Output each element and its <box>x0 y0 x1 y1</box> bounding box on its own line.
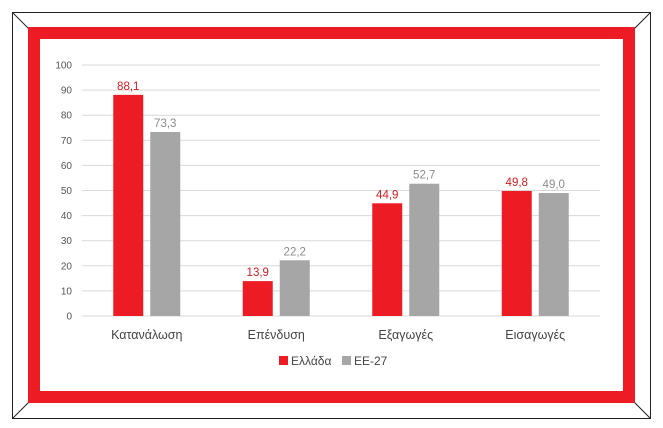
legend-label-eu27: ΕΕ-27 <box>354 354 388 368</box>
bar-eu27-1 <box>150 132 181 316</box>
y-tick-label-50: 50 <box>61 186 73 197</box>
y-tick-label-100: 100 <box>55 61 72 72</box>
data-label-greece-1: 88,1 <box>117 81 139 93</box>
legend: Ελλάδα ΕΕ-27 <box>279 354 388 368</box>
category-label-1: Κατανάλωση <box>111 328 182 342</box>
category-label-2: Επένδυση <box>248 328 305 342</box>
bar-greece-4 <box>501 191 532 316</box>
category-label-4: Εισαγωγές <box>505 328 565 342</box>
bar-greece-2 <box>242 281 273 316</box>
legend-label-greece: Ελλάδα <box>291 354 331 368</box>
bar-greece-1 <box>113 94 144 316</box>
y-axis-tick-labels: 0 10 20 30 40 50 60 70 80 90 100 <box>55 61 72 323</box>
y-tick-label-40: 40 <box>61 211 73 222</box>
y-tick-label-20: 20 <box>61 261 73 272</box>
y-tick-label-0: 0 <box>66 312 72 323</box>
data-label-eu27-4: 49,0 <box>543 179 565 191</box>
y-tick-label-70: 70 <box>61 136 73 147</box>
category-label-3: Εξαγωγές <box>378 328 433 342</box>
data-label-greece-4: 49,8 <box>506 177 528 189</box>
data-label-eu27-1: 73,3 <box>154 118 176 130</box>
bar-eu27-3 <box>409 183 440 316</box>
bars-layer <box>113 94 569 316</box>
data-labels-layer: 88,1 73,3 13,9 22,2 44,9 52,7 49,8 49,0 <box>117 81 565 279</box>
data-label-eu27-2: 22,2 <box>284 246 306 258</box>
data-label-eu27-3: 52,7 <box>413 170 435 182</box>
x-axis-category-labels: Κατανάλωση Επένδυση Εξαγωγές Εισαγωγές <box>111 328 565 342</box>
data-label-greece-3: 44,9 <box>376 189 398 201</box>
y-tick-label-30: 30 <box>61 236 73 247</box>
bar-eu27-4 <box>538 193 569 316</box>
y-tick-label-80: 80 <box>61 111 73 122</box>
bar-greece-3 <box>372 203 403 316</box>
data-label-greece-2: 13,9 <box>247 267 269 279</box>
bar-eu27-2 <box>279 260 310 316</box>
legend-swatch-greece <box>279 356 288 365</box>
y-tick-label-60: 60 <box>61 161 73 172</box>
legend-swatch-eu27 <box>342 356 351 365</box>
y-tick-label-90: 90 <box>61 86 73 97</box>
y-tick-label-10: 10 <box>61 286 73 297</box>
